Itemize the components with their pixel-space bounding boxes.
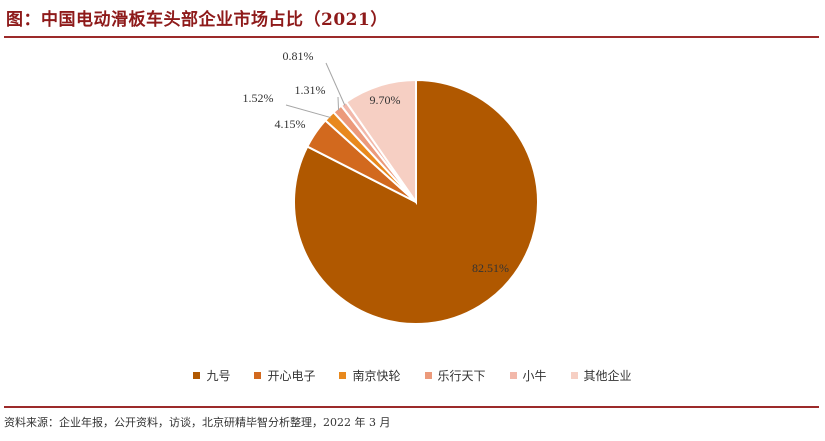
data-label-6: 9.70%	[370, 93, 401, 107]
pie-slices	[293, 78, 539, 325]
leader-line-3	[285, 104, 331, 119]
legend-item-3: 南京快轮	[339, 367, 401, 384]
legend-swatch-3	[339, 372, 347, 379]
legend-label-5: 小牛	[522, 369, 547, 383]
pie-slice-6	[344, 78, 417, 206]
figure-title: 图：中国电动滑板车头部企业市场占比（2021）	[6, 10, 388, 30]
data-label-5: 0.81%	[283, 49, 314, 63]
legend-label-3: 南京快轮	[352, 369, 401, 383]
legend-item-6: 其他企业	[570, 367, 632, 384]
legend-item-5: 小牛	[509, 367, 547, 384]
legend-label-6: 其他企业	[583, 369, 632, 383]
legend-swatch-1	[193, 372, 201, 379]
data-label-2: 4.15%	[275, 117, 306, 131]
data-label-3: 1.52%	[243, 91, 274, 105]
legend-item-4: 乐行天下	[424, 367, 486, 384]
chart-legend: 九号 开心电子 南京快轮 乐行天下 小牛 其他企业	[0, 367, 825, 384]
legend-label-4: 乐行天下	[437, 369, 486, 383]
source-note: 资料来源：企业年报，公开资料，访谈，北京研精毕智分析整理，2022 年 3 月	[4, 416, 391, 429]
legend-swatch-6	[570, 372, 578, 379]
legend-swatch-2	[254, 372, 262, 379]
top-divider	[4, 36, 819, 38]
bottom-divider	[4, 406, 819, 408]
legend-item-1: 九号	[193, 367, 230, 384]
data-labels: 82.51% 4.15%1.52% 1.31% 0.81% 9.70%	[243, 49, 510, 275]
leader-line-4	[337, 96, 340, 111]
legend-label-2: 开心电子	[267, 369, 316, 383]
legend-item-2: 开心电子	[254, 367, 315, 384]
legend-label-1: 九号	[206, 369, 231, 383]
data-label-4: 1.31%	[295, 83, 326, 97]
legend-swatch-4	[424, 372, 432, 379]
leader-line-5	[325, 62, 346, 106]
label-leader-lines	[285, 62, 346, 119]
legend-swatch-5	[509, 372, 517, 379]
data-label-1: 82.51%	[472, 261, 509, 275]
